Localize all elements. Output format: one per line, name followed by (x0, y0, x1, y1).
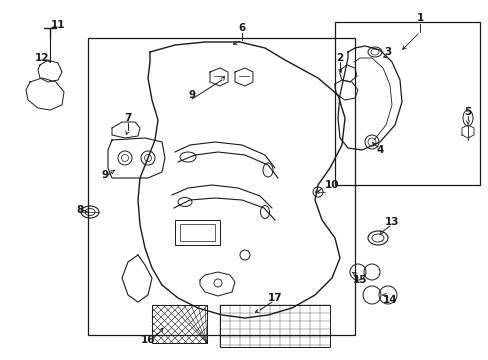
Text: 17: 17 (267, 293, 282, 303)
Text: 10: 10 (325, 180, 339, 190)
Text: 7: 7 (124, 113, 131, 123)
Bar (220, 305, 329, 347)
Text: 3: 3 (384, 47, 391, 57)
Text: 4: 4 (376, 145, 383, 155)
Text: 8: 8 (76, 205, 83, 215)
Text: 2: 2 (336, 53, 343, 63)
Text: 15: 15 (352, 275, 366, 285)
Text: 6: 6 (238, 23, 245, 33)
Text: 1: 1 (415, 13, 423, 23)
Bar (88, 38, 354, 335)
Text: 12: 12 (35, 53, 49, 63)
Bar (334, 22, 479, 185)
Text: 13: 13 (384, 217, 398, 227)
Bar (180, 224, 215, 241)
Text: 11: 11 (51, 20, 65, 30)
Bar (152, 305, 206, 343)
Text: 14: 14 (382, 295, 397, 305)
Text: 9: 9 (101, 170, 108, 180)
Text: 5: 5 (464, 107, 470, 117)
Text: 16: 16 (141, 335, 155, 345)
Text: 9: 9 (188, 90, 195, 100)
Bar (175, 220, 220, 245)
